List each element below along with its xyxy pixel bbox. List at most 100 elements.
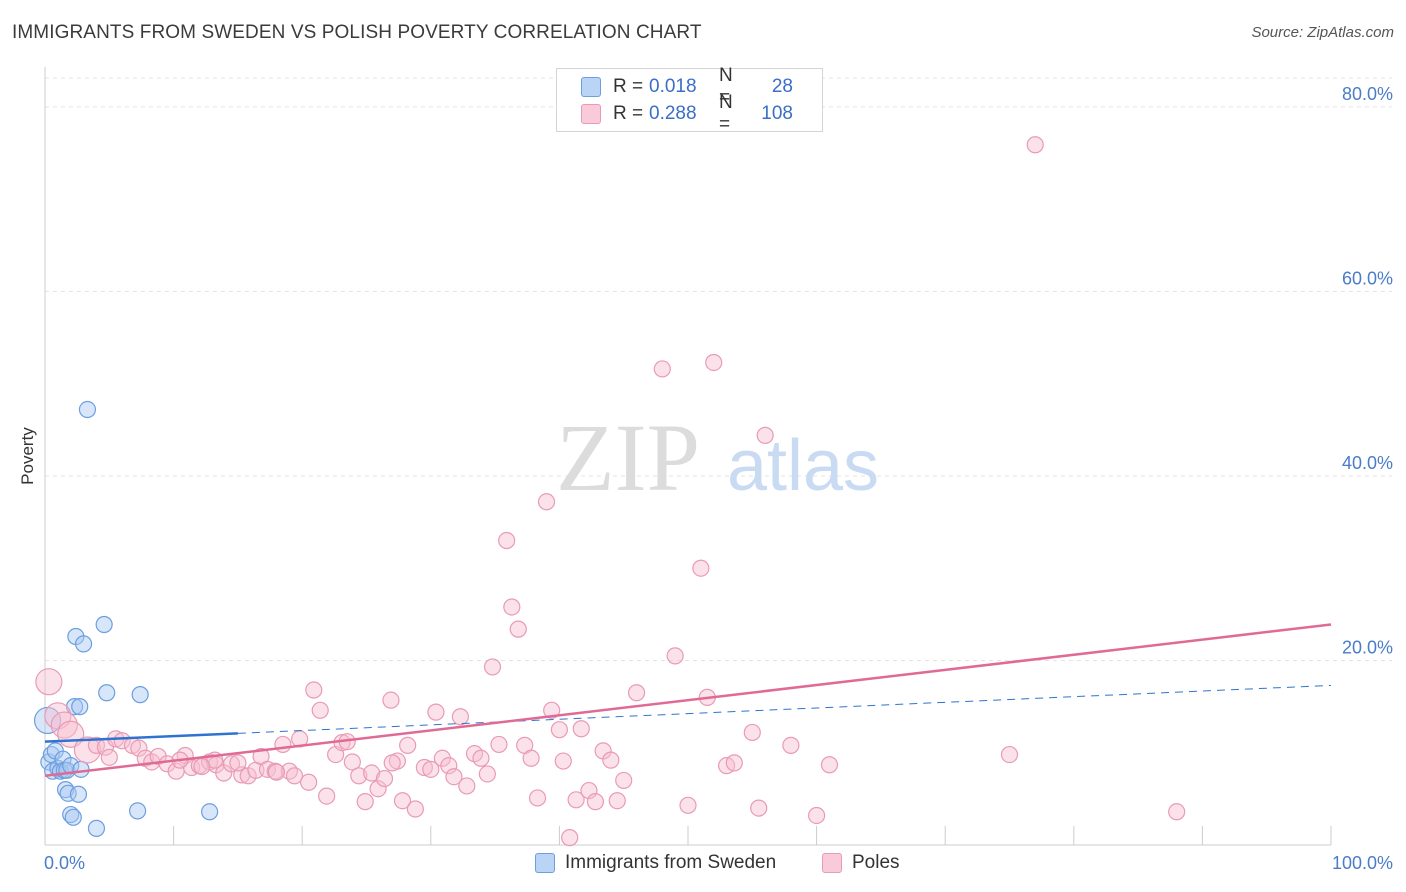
- legend-item-sweden[interactable]: Immigrants from Sweden: [535, 852, 776, 874]
- sweden-trend-line: [44, 732, 238, 743]
- tick-labels: 20.0% 40.0% 60.0% 80.0% 0.0% 100.0%: [44, 84, 1393, 873]
- poles-legend-label: Poles: [852, 852, 900, 873]
- sweden-point: [71, 698, 89, 716]
- poles-point: [782, 736, 800, 754]
- poles-point: [522, 749, 540, 767]
- poles-point: [572, 720, 590, 738]
- poles-point: [427, 703, 445, 721]
- x-tick-label: 0.0%: [44, 853, 85, 873]
- poles-point: [666, 647, 684, 665]
- poles-point: [478, 765, 496, 783]
- poles-point: [280, 762, 298, 780]
- poles-point: [305, 681, 323, 699]
- poles-point: [498, 531, 516, 550]
- watermark: ZIP atlas: [556, 404, 879, 511]
- poles-point: [807, 806, 826, 825]
- poles-point: [356, 793, 374, 811]
- sweden-point: [78, 400, 97, 419]
- n-label: N =: [719, 92, 733, 135]
- poles-point: [705, 353, 723, 372]
- sweden-trend-extension: [237, 684, 1332, 734]
- r-value: 0.288: [649, 103, 697, 124]
- poles-point: [679, 796, 697, 814]
- poles-point: [267, 763, 286, 781]
- sweden-point: [87, 819, 106, 837]
- poles-swatch: [581, 104, 601, 124]
- poles-point: [363, 764, 381, 782]
- poles-point: [743, 723, 761, 742]
- poles-point: [1026, 136, 1044, 154]
- r-label: R =: [613, 103, 644, 124]
- n-label: N =: [719, 65, 733, 108]
- poles-point: [318, 787, 336, 805]
- poles-point: [692, 559, 710, 577]
- trend-lines: [44, 623, 1332, 778]
- poles-point: [567, 791, 585, 809]
- n-value: 28: [771, 76, 793, 97]
- poles-point: [311, 701, 329, 719]
- sweden-point: [95, 615, 113, 634]
- sweden-point: [64, 808, 82, 826]
- poles-point: [285, 767, 304, 785]
- poles-point: [615, 771, 633, 790]
- poles-point: [750, 799, 768, 817]
- stats-legend: R = 0.018 N = 28 R = 0.288 N = 108: [556, 65, 823, 135]
- poles-point: [393, 792, 412, 810]
- poles-point: [383, 754, 401, 772]
- poles-point: [229, 754, 247, 772]
- poles-point: [274, 735, 292, 754]
- poles-point: [509, 620, 527, 638]
- poles-point: [113, 732, 131, 750]
- poles-point: [543, 701, 561, 719]
- poles-point: [451, 708, 469, 726]
- poles-point: [35, 668, 63, 696]
- sweden-point: [201, 803, 219, 821]
- poles-point: [537, 493, 556, 511]
- poles-point: [561, 829, 579, 847]
- sweden-point: [62, 805, 80, 824]
- watermark-atlas: atlas: [727, 426, 879, 506]
- poles-point: [1000, 745, 1019, 764]
- watermark-zip: ZIP: [556, 404, 700, 511]
- sweden-swatch: [581, 77, 601, 97]
- y-axis-label: Poverty: [18, 427, 37, 485]
- poles-point: [193, 757, 211, 776]
- poles-point: [266, 762, 284, 780]
- poles-point: [586, 793, 605, 811]
- poles-point: [1168, 803, 1186, 821]
- sweden-point: [72, 760, 90, 778]
- poles-point: [100, 748, 118, 766]
- poles-point: [627, 684, 646, 702]
- poles-point: [300, 773, 318, 791]
- poles-point: [550, 721, 569, 739]
- sweden-point: [98, 684, 116, 702]
- poles-point: [472, 749, 490, 767]
- sweden-point: [74, 635, 93, 653]
- poles-point: [350, 767, 368, 785]
- legend-row-sweden: R = 0.018 N = 28: [581, 65, 793, 108]
- poles-point: [369, 780, 387, 798]
- poles-point: [725, 754, 743, 772]
- source-credit: Source: ZipAtlas.com: [1251, 24, 1394, 41]
- poles-point: [756, 426, 774, 444]
- sweden-point: [131, 686, 149, 704]
- poles-point: [503, 598, 521, 616]
- poles-point: [415, 758, 433, 777]
- poles-trend-line: [44, 623, 1332, 778]
- sweden-point: [69, 785, 88, 803]
- r-label: R =: [613, 76, 644, 97]
- poles-point: [528, 789, 547, 807]
- sweden-point: [128, 802, 147, 820]
- poles-point: [820, 756, 839, 774]
- y-tick-label: 40.0%: [1342, 453, 1393, 473]
- legend-row-poles: R = 0.288 N = 108: [581, 92, 793, 135]
- poles-point: [554, 752, 572, 770]
- poles-point: [73, 736, 102, 764]
- legend-item-poles[interactable]: Poles: [822, 852, 900, 874]
- poles-point: [222, 755, 241, 773]
- r-value: 0.018: [649, 76, 697, 97]
- poles-point: [130, 739, 148, 757]
- poles-point: [422, 760, 440, 778]
- poles-point: [490, 735, 508, 754]
